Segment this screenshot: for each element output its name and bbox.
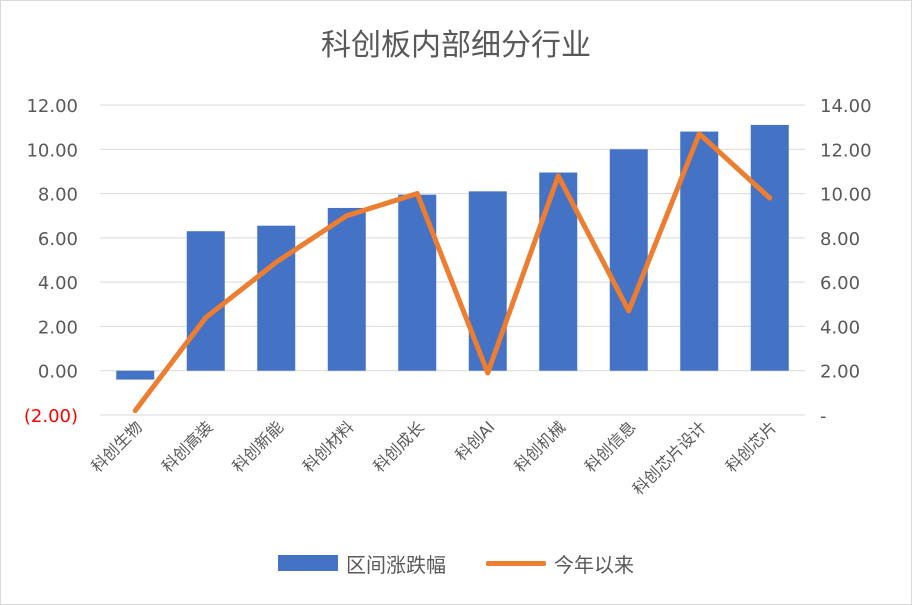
bar bbox=[186, 231, 225, 371]
bar bbox=[609, 149, 648, 371]
legend: 区间涨跌幅 今年以来 bbox=[0, 548, 912, 578]
legend-item-bars[interactable]: 区间涨跌幅 bbox=[278, 549, 446, 578]
bar bbox=[257, 225, 296, 371]
category-tick-label: 科创高装 bbox=[158, 417, 217, 476]
series-line bbox=[132, 131, 773, 414]
right-axis-tick-label: 6.00 bbox=[820, 273, 860, 294]
right-axis-tick-label: 14.00 bbox=[820, 96, 872, 117]
left-axis-tick-label: 10.00 bbox=[26, 140, 78, 161]
legend-swatch-bars bbox=[278, 555, 338, 571]
bar bbox=[116, 370, 155, 380]
category-tick-label: 科创新能 bbox=[228, 417, 287, 476]
bar bbox=[750, 124, 789, 371]
right-axis-tick-label: 10.00 bbox=[820, 185, 872, 206]
left-axis-tick-label: 12.00 bbox=[26, 96, 78, 117]
category-tick-label: 科创芯片设计 bbox=[629, 417, 710, 498]
left-axis-tick-label: 6.00 bbox=[38, 229, 78, 250]
category-tick-label: 科创AI bbox=[451, 417, 498, 464]
legend-swatch-line bbox=[486, 560, 546, 566]
right-axis-tick-label: 2.00 bbox=[820, 362, 860, 383]
category-tick-label: 科创生物 bbox=[87, 417, 146, 476]
left-axis-tick-label: (2.00) bbox=[24, 406, 78, 427]
bar bbox=[327, 207, 366, 371]
right-axis-tick-label: - bbox=[820, 406, 827, 427]
left-axis-tick-label: 2.00 bbox=[38, 317, 78, 338]
category-tick-label: 科创成长 bbox=[369, 417, 428, 476]
category-tick-label: 科创芯片 bbox=[722, 417, 781, 476]
left-axis-tick-label: 4.00 bbox=[38, 273, 78, 294]
legend-item-line[interactable]: 今年以来 bbox=[486, 549, 634, 578]
right-axis-tick-label: 12.00 bbox=[820, 140, 872, 161]
right-axis-tick-label: 4.00 bbox=[820, 317, 860, 338]
category-tick-label: 科创材料 bbox=[299, 417, 358, 476]
category-tick-label: 科创信息 bbox=[581, 417, 640, 476]
chart-title: 科创板内部细分行业 bbox=[321, 28, 591, 63]
category-tick-label: 科创机械 bbox=[510, 417, 569, 476]
legend-label-bars: 区间涨跌幅 bbox=[346, 552, 446, 577]
left-axis-tick-label: 0.00 bbox=[38, 362, 78, 383]
left-axis-tick-label: 8.00 bbox=[38, 185, 78, 206]
legend-label-line: 今年以来 bbox=[554, 552, 634, 577]
right-axis-tick-label: 8.00 bbox=[820, 229, 860, 250]
